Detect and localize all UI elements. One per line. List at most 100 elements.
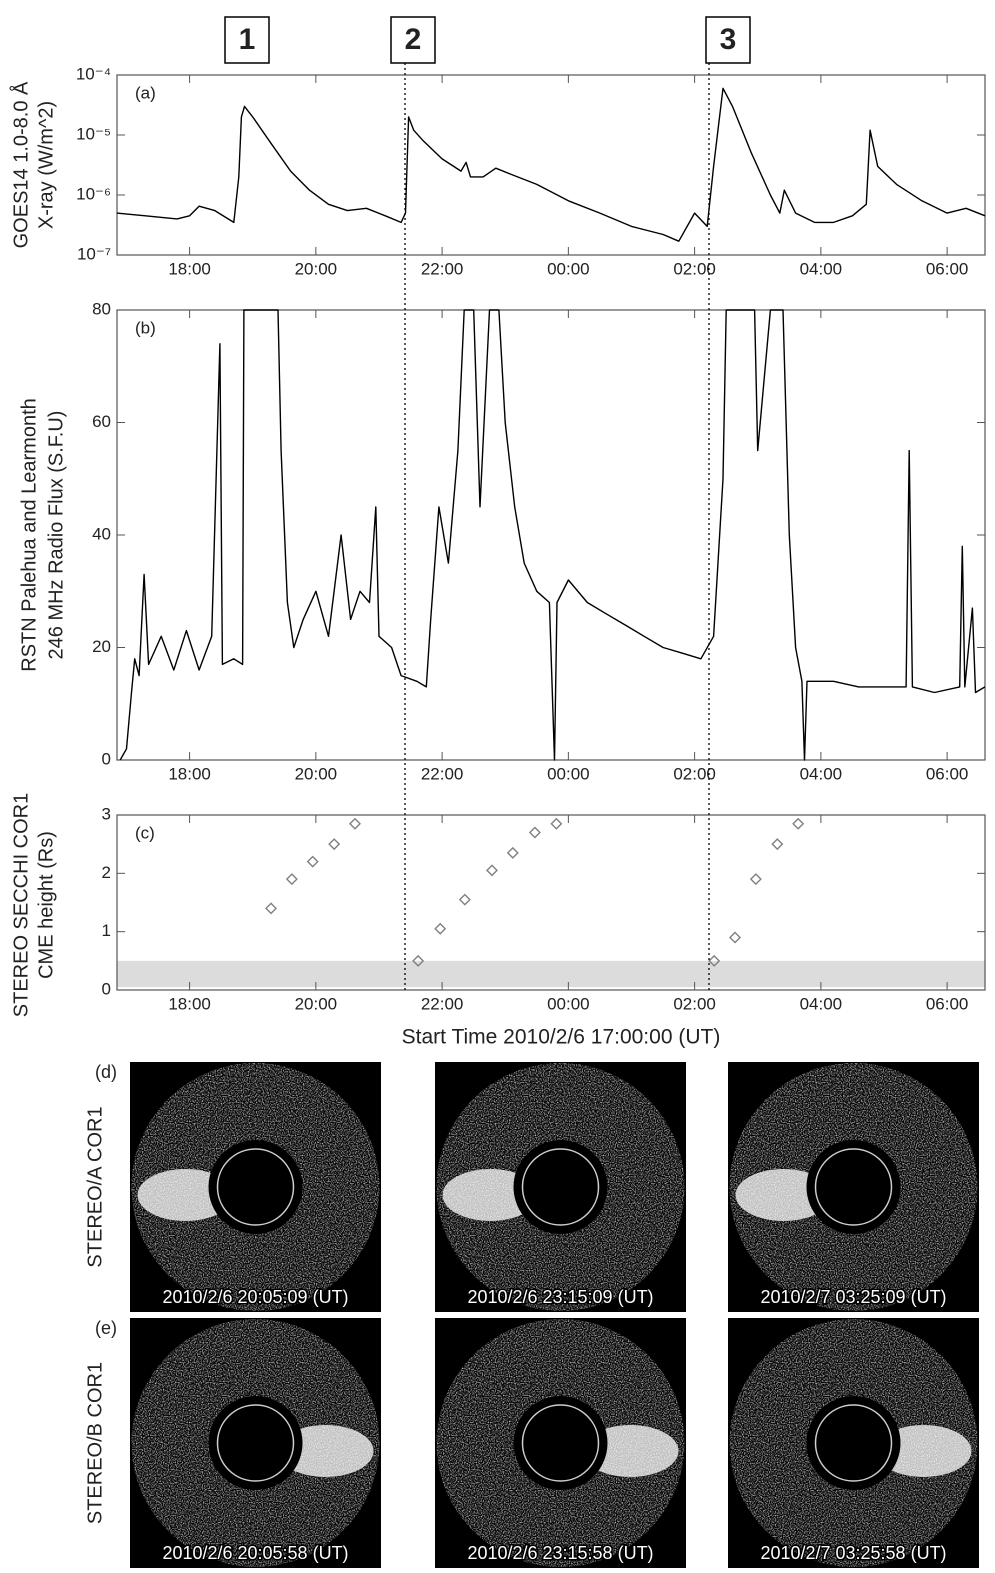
- data-point: [349, 817, 361, 830]
- event-box: [705, 16, 751, 64]
- panel-label: (d): [95, 1062, 117, 1082]
- x-tick-label: 02:00: [673, 764, 716, 783]
- solar-limb: [216, 1148, 295, 1226]
- event-label: 1: [239, 23, 256, 56]
- timestamp: 2010/2/6 20:05:58 (UT): [162, 1543, 348, 1563]
- x-tick-label: 00:00: [547, 259, 590, 278]
- data-line: [119, 309, 986, 761]
- y-tick-label: 10⁻⁶: [76, 184, 111, 203]
- y-tick-label: 10⁻⁴: [76, 64, 111, 83]
- x-tick-label: 18:00: [168, 994, 211, 1013]
- y-tick-label: 20: [92, 637, 111, 656]
- solar-limb: [521, 1404, 600, 1482]
- timestamp: 2010/2/6 23:15:58 (UT): [467, 1543, 653, 1563]
- y-axis-label: CME height (Rs): [35, 831, 57, 979]
- data-point: [328, 838, 341, 851]
- x-tick-label: 22:00: [421, 764, 464, 783]
- solar-limb: [814, 1404, 893, 1482]
- event-box: [390, 16, 436, 64]
- panel: 0 20 40 60 80 18:00 20:00 22:00 00:00 02:00 04:00 0…: [18, 299, 986, 783]
- occulter: [513, 1396, 608, 1490]
- x-tick-label: 04:00: [800, 764, 843, 783]
- event-markers: 1 2 3: [224, 16, 751, 990]
- y-tick-label: 10⁻⁷: [77, 244, 111, 263]
- data-point: [729, 931, 742, 944]
- y-tick-label: 80: [92, 299, 111, 318]
- y-tick-label: 10⁻⁵: [76, 124, 111, 143]
- y-axis-label: 246 MHz Radio Flux (S.F.U): [45, 411, 67, 660]
- y-tick-label: 1: [102, 921, 111, 940]
- occulter: [806, 1396, 901, 1490]
- occulter: [208, 1396, 303, 1490]
- event-box: [224, 16, 270, 64]
- x-tick-label: 18:00: [168, 764, 211, 783]
- panel-label: (e): [95, 1318, 117, 1338]
- occulter: [806, 1140, 901, 1234]
- row-label: STEREO/A COR1: [84, 1106, 106, 1267]
- occulter: [208, 1140, 303, 1234]
- data-point: [265, 902, 278, 915]
- x-tick-label: 02:00: [673, 994, 716, 1013]
- x-tick-label: 04:00: [800, 259, 843, 278]
- x-tick-label: 20:00: [295, 259, 338, 278]
- x-axis-label: Start Time 2010/2/6 17:00:00 (UT): [402, 1026, 721, 1049]
- event-label: 2: [405, 23, 422, 56]
- panel: 0 1 2 3 18:00 20:00 22:00 00:00 02:00 04:00 06:00 (…: [10, 793, 986, 1049]
- panel: 10⁻⁷ 10⁻⁶ 10⁻⁵ 10⁻⁴ 18:00 20:00 22:00 00:00 02:0…: [9, 64, 986, 278]
- y-tick-label: 0: [102, 979, 111, 998]
- data-point: [412, 954, 425, 967]
- x-tick-label: 20:00: [295, 994, 338, 1013]
- solar-limb: [814, 1148, 893, 1226]
- data-point: [285, 873, 298, 886]
- x-tick-label: 18:00: [168, 259, 211, 278]
- data-point: [485, 864, 498, 877]
- y-tick-label: 0: [102, 749, 111, 768]
- data-point: [749, 873, 762, 886]
- x-tick-label: 04:00: [800, 994, 843, 1013]
- x-tick-label: 06:00: [926, 259, 969, 278]
- data-line: [116, 87, 986, 242]
- plot-frame: [116, 74, 986, 256]
- data-point: [792, 817, 805, 830]
- occulter: [513, 1140, 608, 1234]
- occulter-band: [117, 960, 985, 988]
- solar-limb: [216, 1404, 295, 1482]
- data-point: [771, 838, 784, 851]
- y-axis-label: GOES14 1.0-8.0 Å: [9, 81, 32, 248]
- x-tick-label: 00:00: [547, 764, 590, 783]
- data-point: [708, 954, 721, 967]
- data-point: [506, 846, 519, 859]
- event-label: 3: [720, 23, 737, 56]
- data-point: [458, 893, 471, 906]
- x-tick-label: 06:00: [926, 994, 969, 1013]
- x-tick-label: 02:00: [673, 259, 716, 278]
- data-point: [528, 826, 541, 839]
- y-tick-label: 2: [102, 863, 111, 882]
- timestamp: 2010/2/6 20:05:09 (UT): [162, 1287, 348, 1307]
- plot-frame: [116, 814, 986, 991]
- x-tick-label: 00:00: [547, 994, 590, 1013]
- x-tick-label: 22:00: [421, 259, 464, 278]
- row-label: STEREO/B COR1: [84, 1362, 106, 1524]
- y-axis-label: X-ray (W/m^2): [35, 101, 57, 229]
- data-point: [306, 855, 319, 868]
- x-tick-label: 06:00: [926, 764, 969, 783]
- y-tick-label: 40: [92, 524, 111, 543]
- panel-label: (a): [135, 83, 156, 102]
- y-tick-label: 3: [102, 804, 111, 823]
- timestamp: 2010/2/7 03:25:09 (UT): [760, 1287, 946, 1307]
- panel-label: (b): [135, 318, 156, 337]
- data-point: [550, 817, 563, 830]
- data-point: [434, 922, 447, 935]
- x-tick-label: 20:00: [295, 764, 338, 783]
- solar-limb: [521, 1148, 600, 1226]
- y-axis-label: STEREO SECCHI COR1: [10, 793, 32, 1017]
- y-tick-label: 60: [92, 412, 111, 431]
- x-tick-label: 22:00: [421, 994, 464, 1013]
- panel-label: (c): [135, 823, 155, 842]
- timestamp: 2010/2/7 03:25:58 (UT): [760, 1543, 946, 1563]
- plot-frame: [116, 309, 986, 761]
- timestamp: 2010/2/6 23:15:09 (UT): [467, 1287, 653, 1307]
